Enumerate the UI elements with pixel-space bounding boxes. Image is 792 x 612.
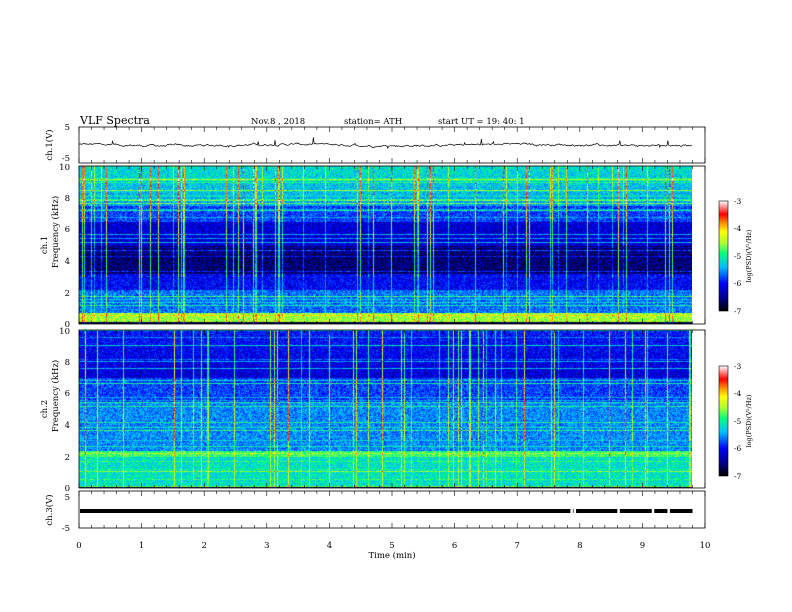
cb1-tick-m7: -7 [734, 307, 742, 316]
ch3-waveform-trace [80, 509, 693, 513]
ch1-waveform-trace [78, 137, 693, 150]
ch2-colorbar: -3 -4 -5 -6 -7 log(PSD)(V²/Hz) [718, 362, 753, 481]
spec2-ytick-8: 8 [65, 358, 70, 368]
x-tick-label: 0 [76, 541, 81, 551]
x-tick-label: 6 [452, 541, 457, 551]
x-tick-label: 9 [640, 541, 645, 551]
spec2-ylabel-channel: ch.2 [40, 400, 50, 418]
cb1-label: log(PSD)(V²/Hz) [745, 229, 753, 282]
x-axis-label: Time (min) [368, 550, 415, 561]
cb2-label: log(PSD)(V²/Hz) [745, 394, 753, 447]
x-tick-label: 8 [577, 541, 582, 551]
spec2-ytick-2: 2 [65, 453, 70, 463]
spec1-ytick-0: 0 [65, 320, 70, 330]
cb2-tick-m7: -7 [734, 472, 742, 481]
x-tick-label: 3 [264, 541, 269, 551]
spec2-ytick-0: 0 [65, 484, 70, 494]
x-tick-label: 1 [139, 541, 144, 551]
spec1-ylabel-frequency: Frequency (kHz) [50, 196, 61, 268]
ch3-ytick-top: 5 [65, 493, 70, 503]
ch2-spectrogram-image [79, 330, 692, 488]
ch3-ytick-bottom: -5 [62, 524, 70, 534]
cb2-tick-m3: -3 [734, 362, 742, 371]
spec1-ytick-8: 8 [65, 194, 70, 204]
cb1-tick-m4: -4 [734, 224, 742, 233]
x-tick-label: 4 [327, 541, 332, 551]
station-label: station= ATH [344, 117, 402, 127]
ch1-ytick-top: 5 [65, 123, 70, 133]
cb1-tick-m3: -3 [734, 197, 742, 206]
ch1-ylabel: ch.1(V) [44, 129, 55, 160]
spec2-ylabel-frequency: Frequency (kHz) [50, 360, 61, 432]
spec2-ytick-6: 6 [65, 389, 70, 399]
spec1-ytick-10: 10 [59, 163, 70, 173]
start-time-label: start UT = 19: 40: 1 [438, 117, 525, 127]
spec2-ytick-10: 10 [59, 327, 70, 337]
cb2-tick-m6: -6 [734, 444, 742, 453]
cb1-tick-m6: -6 [734, 279, 742, 288]
x-tick-label: 10 [700, 541, 711, 551]
ch1-spectrogram-image [79, 166, 692, 324]
spec2-ytick-4: 4 [65, 421, 70, 431]
figure-title: VLF Spectra [79, 114, 150, 127]
x-tick-labels: 0 1 2 3 4 5 6 7 8 9 10 [76, 541, 710, 551]
cb2-tick-m5: -5 [734, 417, 742, 426]
ch1-colorbar: -3 -4 -5 -6 -7 log(PSD)(V²/Hz) [718, 197, 753, 316]
cb2-tick-m4: -4 [734, 389, 742, 398]
spec1-ytick-4: 4 [65, 257, 70, 267]
date-label: Nov.8 , 2018 [251, 117, 305, 127]
axis-ticks [78, 127, 706, 528]
ch3-ylabel: ch.3(V) [44, 494, 55, 525]
spec1-ytick-6: 6 [65, 225, 70, 235]
x-tick-label: 2 [201, 541, 206, 551]
cb1-tick-m5: -5 [734, 252, 742, 261]
spec1-ytick-2: 2 [65, 289, 70, 299]
x-tick-label: 5 [389, 541, 394, 551]
spec1-ylabel-channel: ch.1 [40, 236, 50, 254]
ch1-ytick-bottom: -5 [62, 154, 70, 164]
x-tick-label: 7 [514, 541, 519, 551]
